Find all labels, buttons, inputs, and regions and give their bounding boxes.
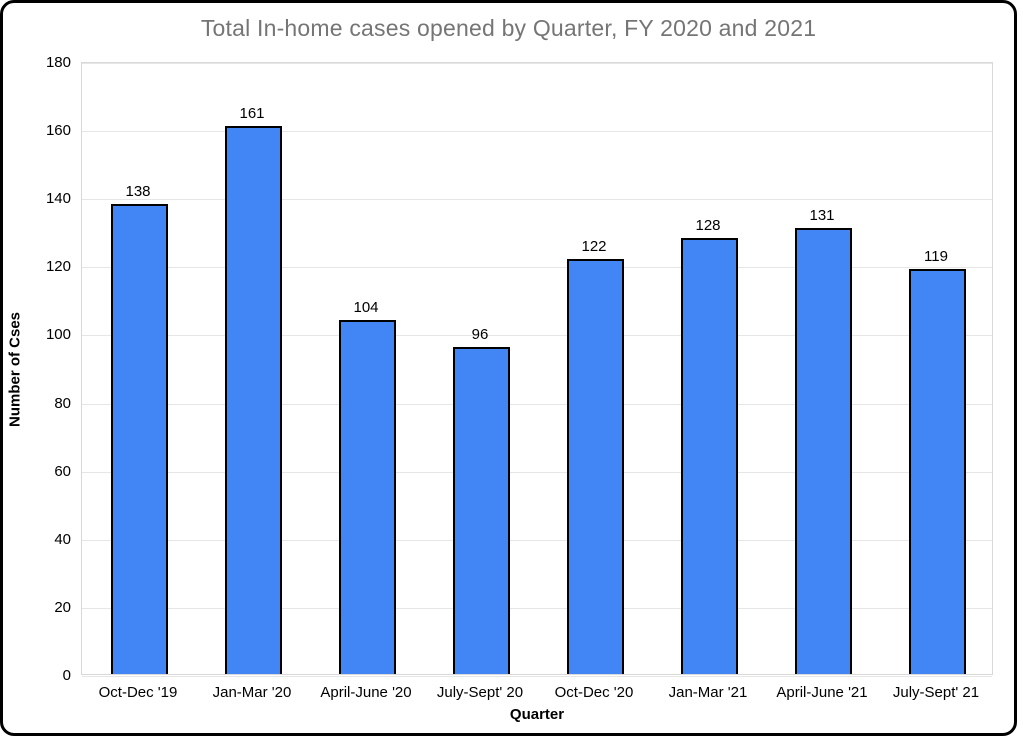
gridline-y-180	[82, 63, 992, 64]
bar-value-label-4: 122	[581, 238, 607, 255]
x-tick-label-2: April-June '20	[320, 684, 412, 701]
bar-value-label-0: 138	[125, 183, 151, 200]
bar-Jan-Mar '20	[225, 126, 282, 674]
gridline-y-140	[82, 199, 992, 200]
y-tick-label-140: 140	[45, 190, 71, 207]
chart-title: Total In-home cases opened by Quarter, F…	[200, 15, 817, 41]
y-tick-label-40: 40	[54, 531, 71, 548]
bar-Oct-Dec '20	[567, 259, 624, 674]
bar-value-label-2: 104	[353, 299, 379, 316]
x-tick-label-1: Jan-Mar '20	[212, 684, 292, 701]
gridline-y-60	[82, 472, 992, 473]
y-tick-label-120: 120	[45, 258, 71, 275]
x-tick-label-7: July-Sept' 21	[892, 684, 980, 701]
y-tick-label-160: 160	[45, 122, 71, 139]
x-tick-label-6: April-June '21	[776, 684, 868, 701]
bar-Jan-Mar '21	[681, 238, 738, 674]
gridline-y-160	[82, 131, 992, 132]
x-tick-label-5: Jan-Mar '21	[668, 684, 748, 701]
bar-value-label-7: 119	[924, 248, 948, 265]
y-axis-title: Number of Cses	[6, 311, 24, 428]
gridline-y-80	[82, 404, 992, 405]
bar-Oct-Dec '19	[111, 204, 168, 674]
y-tick-label-0: 0	[62, 667, 71, 684]
bar-value-label-1: 161	[239, 105, 265, 122]
y-tick-label-180: 180	[45, 54, 71, 71]
gridline-y-120	[82, 267, 992, 268]
x-tick-label-0: Oct-Dec '19	[98, 684, 178, 701]
gridline-y-0	[82, 676, 992, 677]
y-tick-label-100: 100	[45, 326, 71, 343]
x-axis-title: Quarter	[509, 706, 565, 723]
bar-April-June '21	[795, 228, 852, 674]
bar-value-label-6: 131	[809, 207, 835, 224]
plot-area	[81, 62, 993, 677]
bar-April-June '20	[339, 320, 396, 674]
y-tick-label-60: 60	[54, 463, 71, 480]
bar-July-Sept' 21	[909, 269, 966, 674]
y-tick-label-80: 80	[54, 395, 71, 412]
gridline-y-100	[82, 335, 992, 336]
gridline-y-40	[82, 540, 992, 541]
y-tick-label-20: 20	[54, 599, 71, 616]
gridline-y-20	[82, 608, 992, 609]
bar-value-label-3: 96	[471, 326, 489, 343]
bar-value-label-5: 128	[695, 217, 721, 234]
x-tick-label-4: Oct-Dec '20	[554, 684, 634, 701]
x-tick-label-3: July-Sept' 20	[436, 684, 524, 701]
bar-July-Sept' 20	[453, 347, 510, 674]
